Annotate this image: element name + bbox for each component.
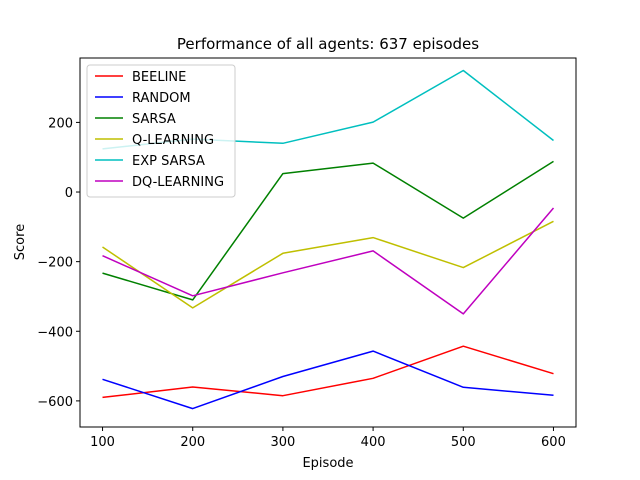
legend: BEELINE RANDOM SARSA Q-LEARNING EXP SARSA DQ-… — [86, 64, 236, 198]
legend-box — [86, 64, 236, 198]
x-axis: 100 200 300 400 500 600 — [90, 427, 566, 450]
series-layer — [102, 69, 555, 410]
chart-title: Performance of all agents: 637 episodes — [177, 35, 479, 53]
legend-label-dq-learning: DQ-LEARNING — [132, 175, 224, 190]
series-line-random — [102, 350, 554, 410]
y-axis-label: Score — [13, 224, 28, 260]
legend-label-sarsa: SARSA — [132, 112, 176, 127]
x-tick-label: 200 — [180, 435, 205, 450]
x-tick-label: 400 — [361, 435, 386, 450]
plot-frame — [79, 57, 577, 428]
x-tick-label: 600 — [541, 435, 566, 450]
series-line-q-learning — [102, 220, 554, 309]
legend-label-exp-sarsa: EXP SARSA — [132, 154, 205, 169]
legend-label-q-learning: Q-LEARNING — [132, 133, 214, 148]
x-axis-label: Episode — [302, 456, 353, 471]
x-tick-label: 100 — [90, 435, 115, 450]
x-tick-label: 300 — [270, 435, 295, 450]
x-tick-label: 500 — [451, 435, 476, 450]
y-tick-label: −600 — [37, 395, 73, 410]
series-line-sarsa — [102, 160, 554, 301]
y-tick-label: −400 — [37, 325, 73, 340]
series-line-dq-learning — [102, 207, 555, 315]
legend-label-random: RANDOM — [132, 91, 191, 106]
y-axis: −600 −400 −200 0 200 — [37, 116, 80, 410]
y-tick-label: −200 — [37, 256, 73, 271]
legend-label-beeline: BEELINE — [132, 70, 186, 85]
y-tick-label: 200 — [48, 116, 73, 131]
y-tick-label: 0 — [65, 186, 73, 201]
series-line-beeline — [102, 345, 554, 399]
